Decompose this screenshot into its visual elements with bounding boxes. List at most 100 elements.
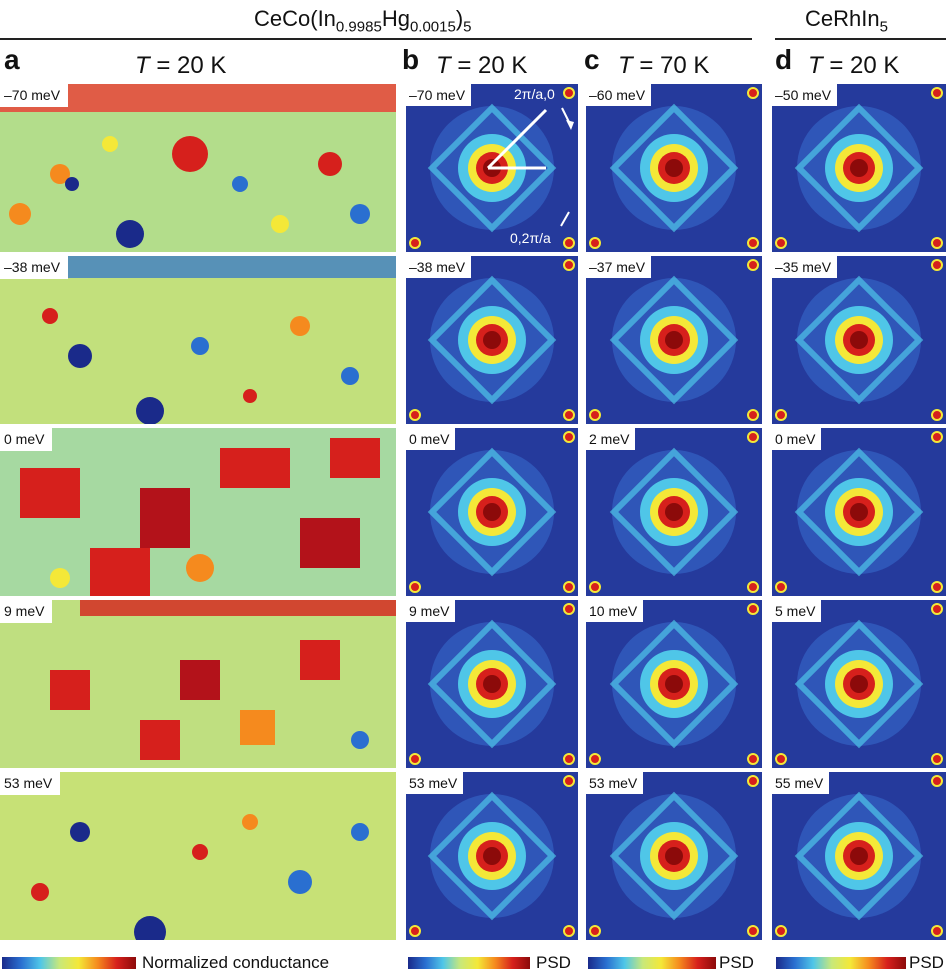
bragg-peak (409, 925, 421, 937)
psd-map-image (586, 428, 762, 596)
bragg-peak (931, 237, 943, 249)
bragg-peak (563, 87, 575, 99)
bragg-peak (563, 409, 575, 421)
psd-map-image (406, 772, 578, 940)
psd-map: –60 meV (586, 84, 762, 252)
psd-diamond (794, 103, 924, 233)
energy-label: 55 meV (772, 772, 830, 794)
panel-temp-c: T = 70 K (618, 52, 710, 79)
psd-map: 9 meV (406, 600, 578, 768)
psd-map-image (772, 256, 946, 424)
psd-diamond (609, 103, 739, 233)
psd-map-image (586, 600, 762, 768)
energy-label: –37 meV (586, 256, 652, 278)
bragg-peak (775, 409, 787, 421)
conductance-map: 9 meV (0, 600, 396, 768)
psd-core-center (665, 503, 683, 521)
psd-diamond (609, 447, 739, 577)
bragg-peak (747, 925, 759, 937)
energy-label: –70 meV (406, 84, 472, 106)
bragg-peak (409, 581, 421, 593)
bragg-peak (747, 431, 759, 443)
psd-map: 0 meV (406, 428, 578, 596)
bragg-peak (563, 753, 575, 765)
psd-core-center (483, 503, 501, 521)
energy-label: 0 meV (406, 428, 456, 450)
q-label-2: 0,2π/a (510, 230, 551, 246)
q-label-1: 2π/a,0 (514, 86, 555, 102)
psd-map-image (406, 600, 578, 768)
energy-label: –60 meV (586, 84, 652, 106)
bragg-arrow-bottom (560, 211, 570, 227)
colorbar-psd-c-label: PSD (719, 953, 754, 972)
colorbar-psd-b-label: PSD (536, 953, 571, 972)
panel-letter-c: c (584, 44, 600, 75)
energy-label: 9 meV (0, 600, 53, 623)
bragg-peak (563, 431, 575, 443)
compound-title-right: CeRhIn5 (805, 6, 888, 36)
bragg-peak (747, 259, 759, 271)
psd-core-center (483, 331, 501, 349)
colorbar-psd-d-label: PSD (909, 953, 944, 972)
bragg-peak (775, 753, 787, 765)
bragg-peak (747, 87, 759, 99)
bragg-peak (589, 581, 601, 593)
energy-label: 5 meV (772, 600, 822, 622)
compound-title-left: CeCo(In0.9985Hg0.0015)5 (254, 6, 472, 36)
psd-core-center (483, 675, 501, 693)
conductance-map-image (0, 772, 396, 940)
panel-temp-b: T = 20 K (436, 52, 528, 79)
energy-label: 9 meV (406, 600, 456, 622)
bragg-peak (747, 775, 759, 787)
psd-diamond (794, 791, 924, 921)
conductance-map-image (0, 256, 396, 424)
psd-core-center (483, 847, 501, 865)
psd-map: 55 meV (772, 772, 946, 940)
psd-map: 53 meV (406, 772, 578, 940)
bragg-peak (409, 753, 421, 765)
psd-map-image (406, 256, 578, 424)
bragg-arrowhead-top (566, 120, 574, 130)
conductance-map: –70 meV (0, 84, 396, 252)
bragg-peak (589, 925, 601, 937)
psd-diamond (609, 791, 739, 921)
bragg-peak (409, 237, 421, 249)
bragg-peak (775, 237, 787, 249)
psd-core-center (850, 159, 868, 177)
psd-map: 10 meV (586, 600, 762, 768)
bragg-peak (931, 581, 943, 593)
psd-core-center (850, 331, 868, 349)
bragg-peak (775, 581, 787, 593)
q-arrow-diagonal (486, 108, 548, 170)
psd-map: –50 meV (772, 84, 946, 252)
energy-label: 53 meV (0, 772, 61, 795)
psd-map-image (772, 428, 946, 596)
psd-map: –35 meV (772, 256, 946, 424)
bragg-peak (563, 603, 575, 615)
bragg-peak (563, 775, 575, 787)
panel-temp-a: T = 20 K (135, 52, 227, 79)
panel-temp-d: T = 20 K (808, 52, 900, 79)
energy-label: –50 meV (772, 84, 838, 106)
bragg-peak (563, 925, 575, 937)
energy-label: 0 meV (772, 428, 822, 450)
psd-map-image (406, 428, 578, 596)
header-rule-left (0, 38, 752, 40)
conductance-map: 0 meV (0, 428, 396, 596)
bragg-peak (589, 237, 601, 249)
conductance-map: –38 meV (0, 256, 396, 424)
colorbar-conductance (2, 957, 136, 969)
conductance-map: 53 meV (0, 772, 396, 940)
psd-core-center (665, 847, 683, 865)
psd-diamond (427, 275, 557, 405)
psd-diamond (427, 619, 557, 749)
psd-core-center (850, 503, 868, 521)
psd-map-image (772, 772, 946, 940)
energy-label: 10 meV (586, 600, 644, 622)
energy-label: –70 meV (0, 84, 69, 107)
conductance-map-image (0, 428, 396, 596)
colorbar-psd-d (776, 957, 906, 969)
energy-label: 2 meV (586, 428, 636, 450)
panel-letter-d: d (775, 44, 793, 75)
psd-map-image (586, 84, 762, 252)
